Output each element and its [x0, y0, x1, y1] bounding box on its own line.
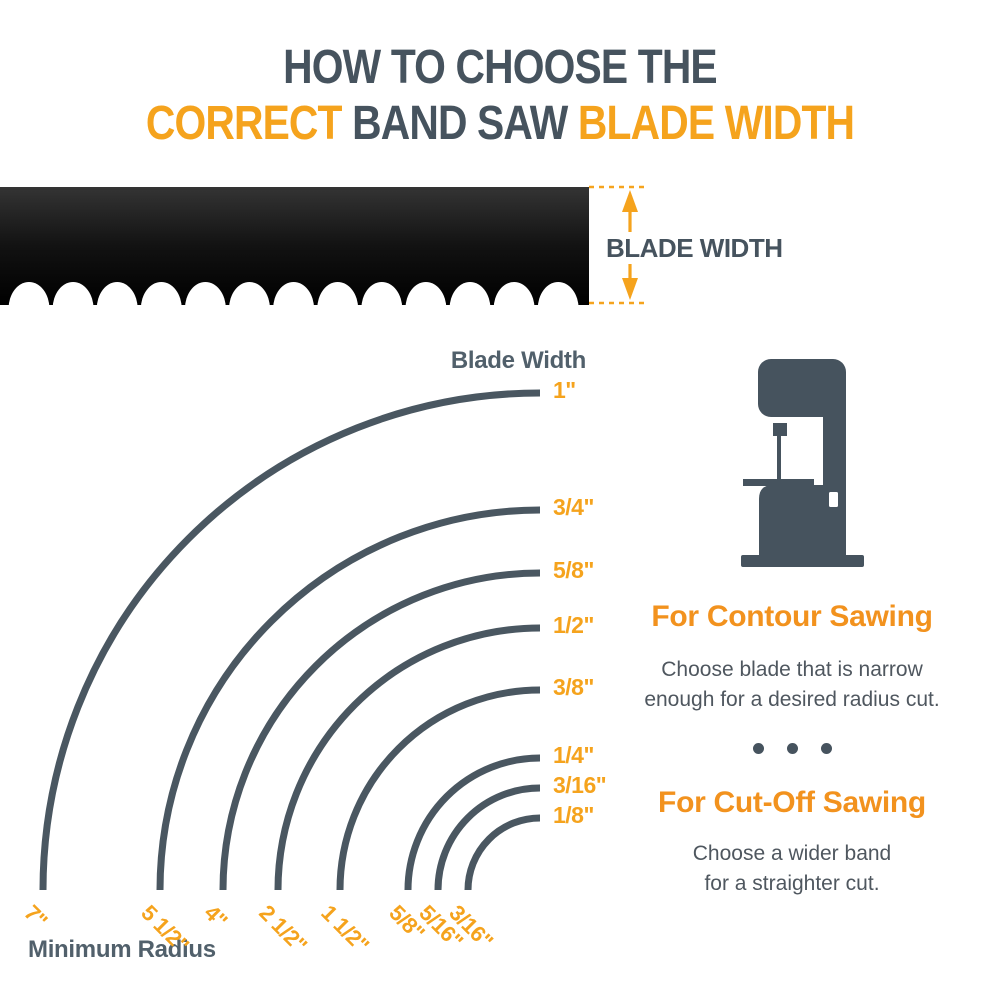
- min-radius-arc: [336, 686, 541, 891]
- min-radius-arc: [219, 569, 541, 891]
- contour-description-line-2: enough for a desired radius cut.: [644, 688, 940, 711]
- blade-width-value-label: 1/2": [553, 612, 594, 638]
- blade-width-value-label: 1/8": [553, 802, 594, 828]
- blade-tooth-gullet: [537, 282, 579, 336]
- title-line-2: CORRECT BAND SAW BLADE WIDTH: [75, 96, 925, 152]
- title-word-correct: CORRECT: [145, 97, 343, 150]
- blade-tooth-gullet: [96, 282, 138, 336]
- cutoff-description-line-2: for a straighter cut.: [704, 872, 880, 895]
- band-saw-machine-icon: [741, 359, 864, 567]
- blade-width-value-label: 3/16": [553, 772, 607, 798]
- cutoff-sawing-heading: For Cut-Off Sawing: [658, 786, 926, 819]
- blade-tooth-gullet: [449, 282, 491, 336]
- machine-column: [823, 382, 846, 512]
- blade-tooth-gullet: [184, 282, 226, 336]
- title-word-blade-width: BLADE WIDTH: [577, 97, 855, 150]
- blade-tooth-gullet: [140, 282, 182, 336]
- blade-guide: [773, 423, 787, 436]
- min-radius-arc: [156, 506, 541, 891]
- machine-body: [759, 485, 846, 557]
- blade-tooth-gullet: [405, 282, 447, 336]
- blade-tooth-gullet: [273, 282, 315, 336]
- blade-tooth-gullet: [8, 282, 50, 336]
- divider-dot: [820, 743, 832, 754]
- contour-sawing-heading: For Contour Sawing: [651, 600, 933, 633]
- blade-width-value-label: 5/8": [553, 557, 594, 583]
- title-word-band-saw: BAND SAW: [352, 97, 568, 150]
- blade-width-value-label: 1/4": [553, 742, 594, 768]
- machine-base: [741, 555, 864, 567]
- blade-tooth-gullet: [361, 282, 403, 336]
- machine-blade: [777, 436, 781, 481]
- arc-chart-svg: [39, 389, 541, 891]
- blade-width-value-label: 1": [553, 377, 576, 403]
- contour-sawing-description: Choose blade that is narrow enough for a…: [600, 655, 984, 715]
- contour-description-line-1: Choose blade that is narrow: [661, 658, 923, 681]
- blade-width-callout-label: BLADE WIDTH: [606, 233, 783, 263]
- section-divider-dots: [600, 743, 984, 754]
- min-radius-arc: [404, 754, 541, 891]
- chart-header-blade-width: Blade Width: [450, 347, 586, 374]
- cutoff-description-line-1: Choose a wider band: [692, 842, 892, 865]
- min-radius-arc: [274, 624, 541, 891]
- min-radius-arc: [39, 389, 541, 891]
- cutoff-sawing-description: Choose a wider band for a straighter cut…: [600, 839, 984, 899]
- blade-tooth-gullet: [317, 282, 359, 336]
- min-radius-arc: [434, 784, 541, 891]
- blade-width-value-label: 3/4": [553, 494, 594, 520]
- blade-teeth: [8, 282, 579, 336]
- infographic-title: HOW TO CHOOSE THE CORRECT BAND SAW BLADE…: [75, 40, 925, 152]
- blade-width-measure-arrow-icon: [589, 185, 648, 305]
- machine-switch: [829, 492, 838, 507]
- blade-tooth-gullet: [52, 282, 94, 336]
- title-line-1: HOW TO CHOOSE THE: [283, 41, 717, 94]
- arrow-head-up: [622, 190, 638, 212]
- blade-tooth-gullet: [493, 282, 535, 336]
- divider-dot: [786, 743, 798, 754]
- blade-tooth-gullet: [229, 282, 270, 336]
- band-saw-blade-illustration: [0, 185, 648, 336]
- machine-table: [743, 479, 814, 486]
- chart-header-minimum-radius: Minimum Radius: [28, 936, 216, 963]
- divider-dot: [752, 743, 764, 754]
- arrow-head-down: [622, 278, 638, 300]
- min-radius-arc: [464, 814, 541, 891]
- blade-width-value-label: 3/8": [553, 674, 594, 700]
